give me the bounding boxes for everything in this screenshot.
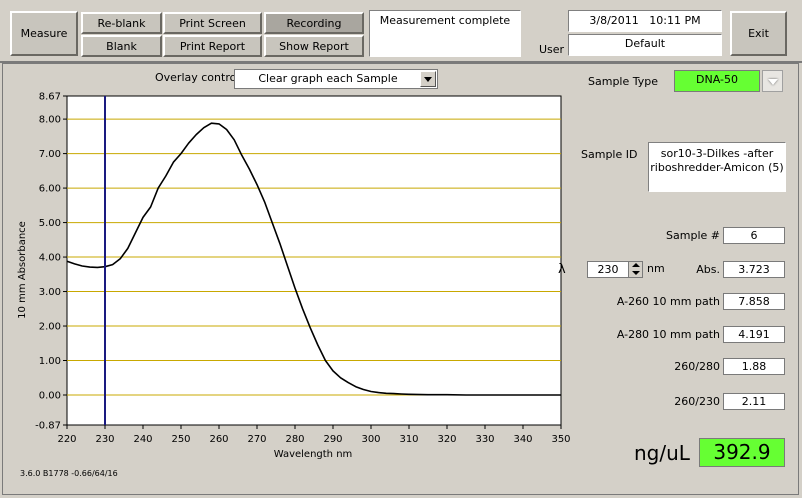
abs-value: 3.723: [723, 261, 785, 278]
overlay-control-select[interactable]: Clear graph each Sample: [234, 69, 438, 89]
sample-type-value-box: DNA-50: [674, 70, 760, 92]
sample-id-label: Sample ID: [581, 148, 638, 161]
a280-label: A-280 10 mm path: [616, 328, 720, 341]
ratio-260-280-value: 1.88: [723, 358, 785, 375]
chevron-down-icon[interactable]: [632, 271, 640, 275]
lambda-stepper[interactable]: [628, 262, 642, 277]
a260-value: 7.858: [723, 293, 785, 310]
absorbance-curve: [66, 122, 561, 396]
overlay-control-label: Overlay control: [155, 71, 240, 84]
main-panel: [2, 63, 799, 495]
sample-number-label: Sample #: [666, 229, 720, 242]
recording-button-label: Recording: [286, 16, 342, 30]
y-tick-label: 2.00: [39, 322, 61, 333]
measure-button-label: Measure: [20, 27, 68, 40]
concentration-value-box: 392.9: [699, 438, 785, 467]
blank-button[interactable]: Blank: [81, 35, 162, 57]
plot-area: [66, 95, 562, 426]
status-display: Measurement complete: [369, 10, 521, 57]
show-report-button-label: Show Report: [279, 39, 349, 53]
ratio-260-280-label: 260/280: [674, 360, 720, 373]
concentration-value: 392.9: [713, 440, 771, 464]
y-axis-label: 10 mm Absorbance: [17, 221, 28, 319]
y-tick-label: 8.67: [39, 92, 61, 103]
y-tick-label: 1.00: [39, 356, 61, 367]
exit-button-label: Exit: [748, 27, 769, 40]
reblank-button-label: Re-blank: [97, 16, 146, 30]
x-tick-label: 220: [57, 434, 76, 445]
y-tick-label: 3.00: [39, 287, 61, 298]
sample-type-select[interactable]: DNA-50: [674, 70, 783, 92]
y-tick-label: 5.00: [39, 218, 61, 229]
sample-number-value: 6: [723, 227, 785, 244]
ratio-260-230-value: 2.11: [723, 393, 785, 410]
concentration-label: ng/uL: [634, 441, 690, 465]
x-tick-label: 290: [323, 434, 342, 445]
datetime-display: 3/8/2011 10:11 PM: [568, 10, 722, 32]
sample-type-value: DNA-50: [696, 73, 738, 86]
version-text: 3.6.0 B1778 -0.66/64/16: [20, 469, 118, 478]
chevron-down-icon[interactable]: [762, 70, 783, 92]
user-label: User: [539, 43, 565, 56]
y-tick-label: 8.00: [39, 115, 61, 126]
y-tick-label: 6.00: [39, 184, 61, 195]
datetime-text: 3/8/2011 10:11 PM: [589, 14, 701, 27]
x-tick-label: 330: [475, 434, 494, 445]
reblank-button[interactable]: Re-blank: [81, 12, 162, 34]
blank-button-label: Blank: [106, 39, 137, 53]
x-tick-label: 260: [209, 434, 228, 445]
x-tick-label: 270: [247, 434, 266, 445]
a260-label: A-260 10 mm path: [616, 295, 720, 308]
chevron-down-icon[interactable]: [420, 71, 436, 87]
measure-button[interactable]: Measure: [10, 11, 78, 56]
y-tick-label: -0.87: [35, 421, 61, 432]
x-tick-label: 310: [399, 434, 418, 445]
lambda-unit: nm: [647, 262, 665, 275]
lambda-input[interactable]: 230: [587, 261, 643, 278]
y-tick-label: 0.00: [39, 390, 61, 401]
y-tick-label: 7.00: [39, 149, 61, 160]
x-tick-label: 250: [171, 434, 190, 445]
status-text: Measurement complete: [379, 14, 511, 27]
x-axis-label: Wavelength nm: [274, 449, 353, 460]
user-value: Default: [624, 37, 666, 50]
x-tick-label: 340: [513, 434, 532, 445]
x-tick-label: 350: [551, 434, 570, 445]
x-tick-label: 300: [361, 434, 380, 445]
x-tick-label: 240: [133, 434, 152, 445]
print-screen-button-label: Print Screen: [179, 16, 246, 30]
toolbar-divider: [0, 61, 802, 63]
a280-value: 4.191: [723, 326, 785, 343]
sample-id-field[interactable]: sor10-3-Dilkes -after riboshredder-Amico…: [648, 142, 786, 192]
y-tick-label: 4.00: [39, 253, 61, 264]
user-field[interactable]: Default: [568, 34, 722, 56]
absorbance-chart: 8.67 8.00 7.00 6.00 5.00 4.00 3.00 2.00 1.00 0.00…: [17, 92, 570, 461]
sample-id-line1: sor10-3-Dilkes -after: [660, 147, 774, 160]
sample-id-line2: riboshredder-Amicon (5): [650, 161, 784, 174]
lambda-value: 230: [597, 263, 619, 276]
abs-label: Abs.: [696, 263, 720, 276]
x-tick-label: 280: [285, 434, 304, 445]
print-report-button[interactable]: Print Report: [163, 35, 262, 57]
overlay-control-value: Clear graph each Sample: [258, 72, 398, 85]
x-tick-label: 230: [95, 434, 114, 445]
x-tick-label: 320: [437, 434, 456, 445]
chevron-up-icon[interactable]: [632, 263, 640, 267]
print-screen-button[interactable]: Print Screen: [163, 12, 262, 34]
lambda-symbol: λ: [558, 262, 566, 277]
print-report-button-label: Print Report: [179, 39, 246, 53]
exit-button[interactable]: Exit: [730, 11, 787, 56]
sample-type-label: Sample Type: [588, 75, 659, 88]
show-report-button[interactable]: Show Report: [264, 35, 364, 57]
ratio-260-230-label: 260/230: [674, 395, 720, 408]
recording-button[interactable]: Recording: [264, 12, 364, 34]
